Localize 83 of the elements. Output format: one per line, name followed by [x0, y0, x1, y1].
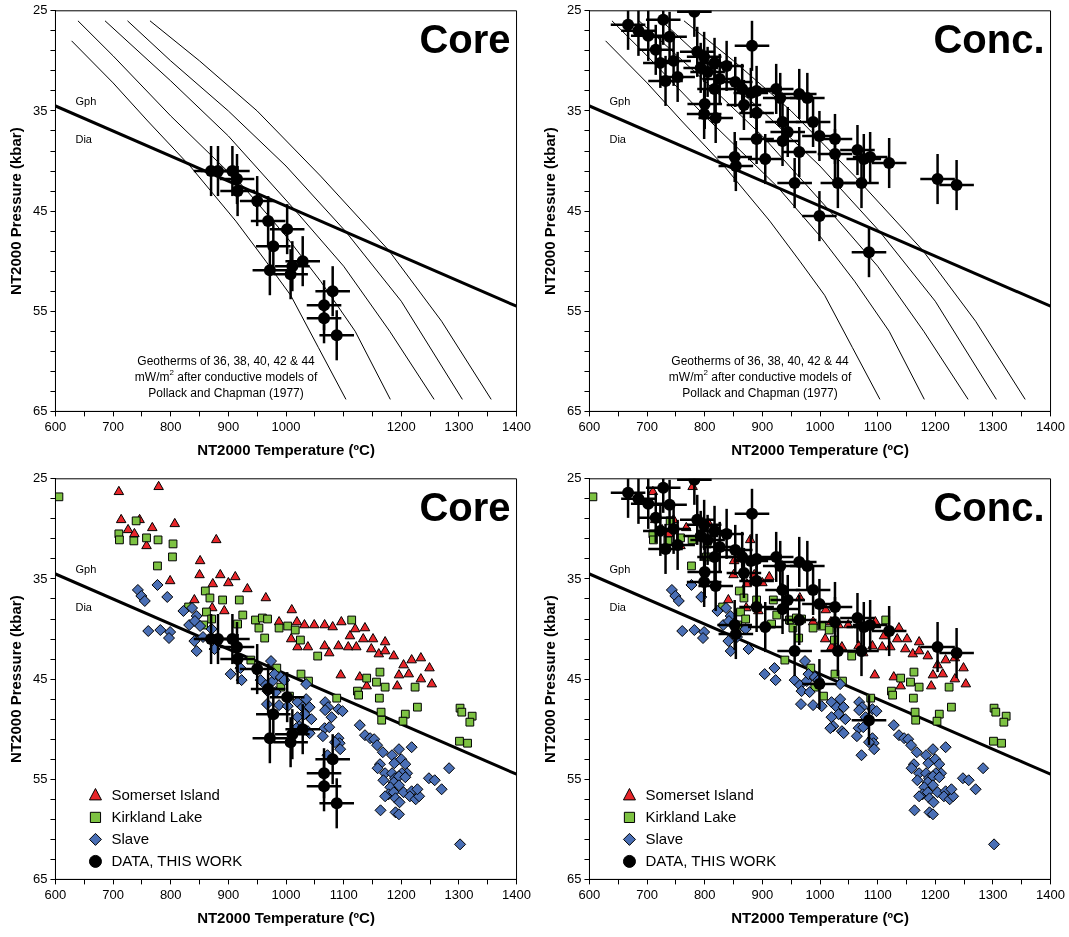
y-tick-label: 55: [566, 770, 582, 786]
chart-title: Conc.: [933, 16, 1045, 61]
x-tick-label: 1000: [271, 886, 301, 902]
legend-label: Kirkland Lake: [111, 807, 203, 825]
x-tick-label: 600: [44, 418, 67, 434]
x-tick-label: 1000: [805, 886, 835, 902]
x-tick-label: 1100: [863, 886, 892, 902]
x-axis-title: NT2000 Temperature (ºC): [731, 909, 909, 927]
x-axis-title: NT2000 Temperature (ºC): [197, 909, 375, 927]
x-tick-label: 1300: [978, 886, 1008, 902]
x-tick-label: 800: [159, 886, 182, 902]
x-tick-label: 700: [102, 886, 124, 902]
y-axis-title: NT2000 Pressure (kbar): [7, 595, 25, 763]
x-tick-label: 900: [217, 418, 240, 434]
x-tick-label: 900: [751, 418, 774, 434]
annotation: Dia: [609, 600, 627, 613]
annotation: Dia: [75, 132, 93, 145]
y-axis-title: NT2000 Pressure (kbar): [541, 595, 559, 763]
legend-label: DATA, THIS WORK: [645, 851, 777, 869]
legend-label: Kirkland Lake: [645, 807, 737, 825]
x-tick-label: 900: [217, 886, 240, 902]
x-tick-label: 1200: [386, 886, 416, 902]
x-tick-label: 600: [578, 886, 601, 902]
x-tick-label: 1400: [1036, 418, 1065, 434]
x-tick-label: 900: [751, 886, 774, 902]
y-tick-label: 65: [566, 402, 582, 418]
y-tick-label: 45: [566, 670, 582, 686]
y-tick-label: 25: [566, 470, 582, 486]
annotation: Dia: [75, 600, 93, 613]
chart-title: Core: [419, 484, 511, 529]
x-tick-label: 800: [693, 418, 716, 434]
x-tick-label: 600: [578, 418, 601, 434]
x-tick-label: 1100: [863, 418, 892, 434]
x-tick-label: 1200: [920, 886, 950, 902]
x-tick-label: 1400: [502, 886, 531, 902]
x-tick-label: 800: [693, 886, 716, 902]
chart-title: Conc.: [933, 484, 1045, 529]
y-tick-label: 55: [32, 770, 48, 786]
y-tick-label: 25: [32, 2, 48, 18]
y-tick-label: 55: [32, 302, 48, 318]
annotation: Gph: [75, 94, 97, 107]
y-tick-label: 25: [566, 2, 582, 18]
y-axis-title: NT2000 Pressure (kbar): [7, 127, 25, 295]
y-tick-label: 35: [566, 102, 582, 118]
x-tick-label: 1300: [444, 886, 474, 902]
y-tick-label: 45: [32, 202, 48, 218]
y-tick-label: 65: [32, 402, 48, 418]
y-tick-label: 65: [566, 870, 582, 886]
annotation: Dia: [609, 132, 627, 145]
annotation: Gph: [75, 562, 97, 575]
x-tick-label: 1200: [386, 418, 416, 434]
x-tick-label: 1300: [978, 418, 1008, 434]
legend-label: Slave: [645, 829, 683, 847]
legend-label: Somerset Island: [111, 785, 220, 803]
annotation: Gph: [609, 94, 631, 107]
x-tick-label: 1200: [920, 418, 950, 434]
x-tick-label: 1100: [329, 886, 358, 902]
y-tick-label: 35: [566, 570, 582, 586]
x-tick-label: 1000: [271, 418, 301, 434]
x-tick-label: 700: [636, 418, 658, 434]
legend-label: DATA, THIS WORK: [111, 851, 243, 869]
y-tick-label: 35: [32, 102, 48, 118]
x-tick-label: 1400: [502, 418, 531, 434]
y-tick-label: 45: [32, 670, 48, 686]
chart-title: Core: [419, 16, 511, 61]
x-tick-label: 700: [102, 418, 124, 434]
annotation: Gph: [609, 562, 631, 575]
x-axis-title: NT2000 Temperature (ºC): [731, 441, 909, 459]
legend-label: Slave: [111, 829, 149, 847]
x-axis-title: NT2000 Temperature (ºC): [197, 441, 375, 459]
x-tick-label: 600: [44, 886, 67, 902]
x-tick-label: 800: [159, 418, 182, 434]
x-tick-label: 700: [636, 886, 658, 902]
y-tick-label: 65: [32, 870, 48, 886]
x-tick-label: 1000: [805, 418, 835, 434]
y-tick-label: 25: [32, 470, 48, 486]
x-tick-label: 1300: [444, 418, 474, 434]
y-tick-label: 45: [566, 202, 582, 218]
legend-label: Somerset Island: [645, 785, 754, 803]
y-tick-label: 55: [566, 302, 582, 318]
x-tick-label: 1400: [1036, 886, 1065, 902]
y-tick-label: 35: [32, 570, 48, 586]
y-axis-title: NT2000 Pressure (kbar): [541, 127, 559, 295]
